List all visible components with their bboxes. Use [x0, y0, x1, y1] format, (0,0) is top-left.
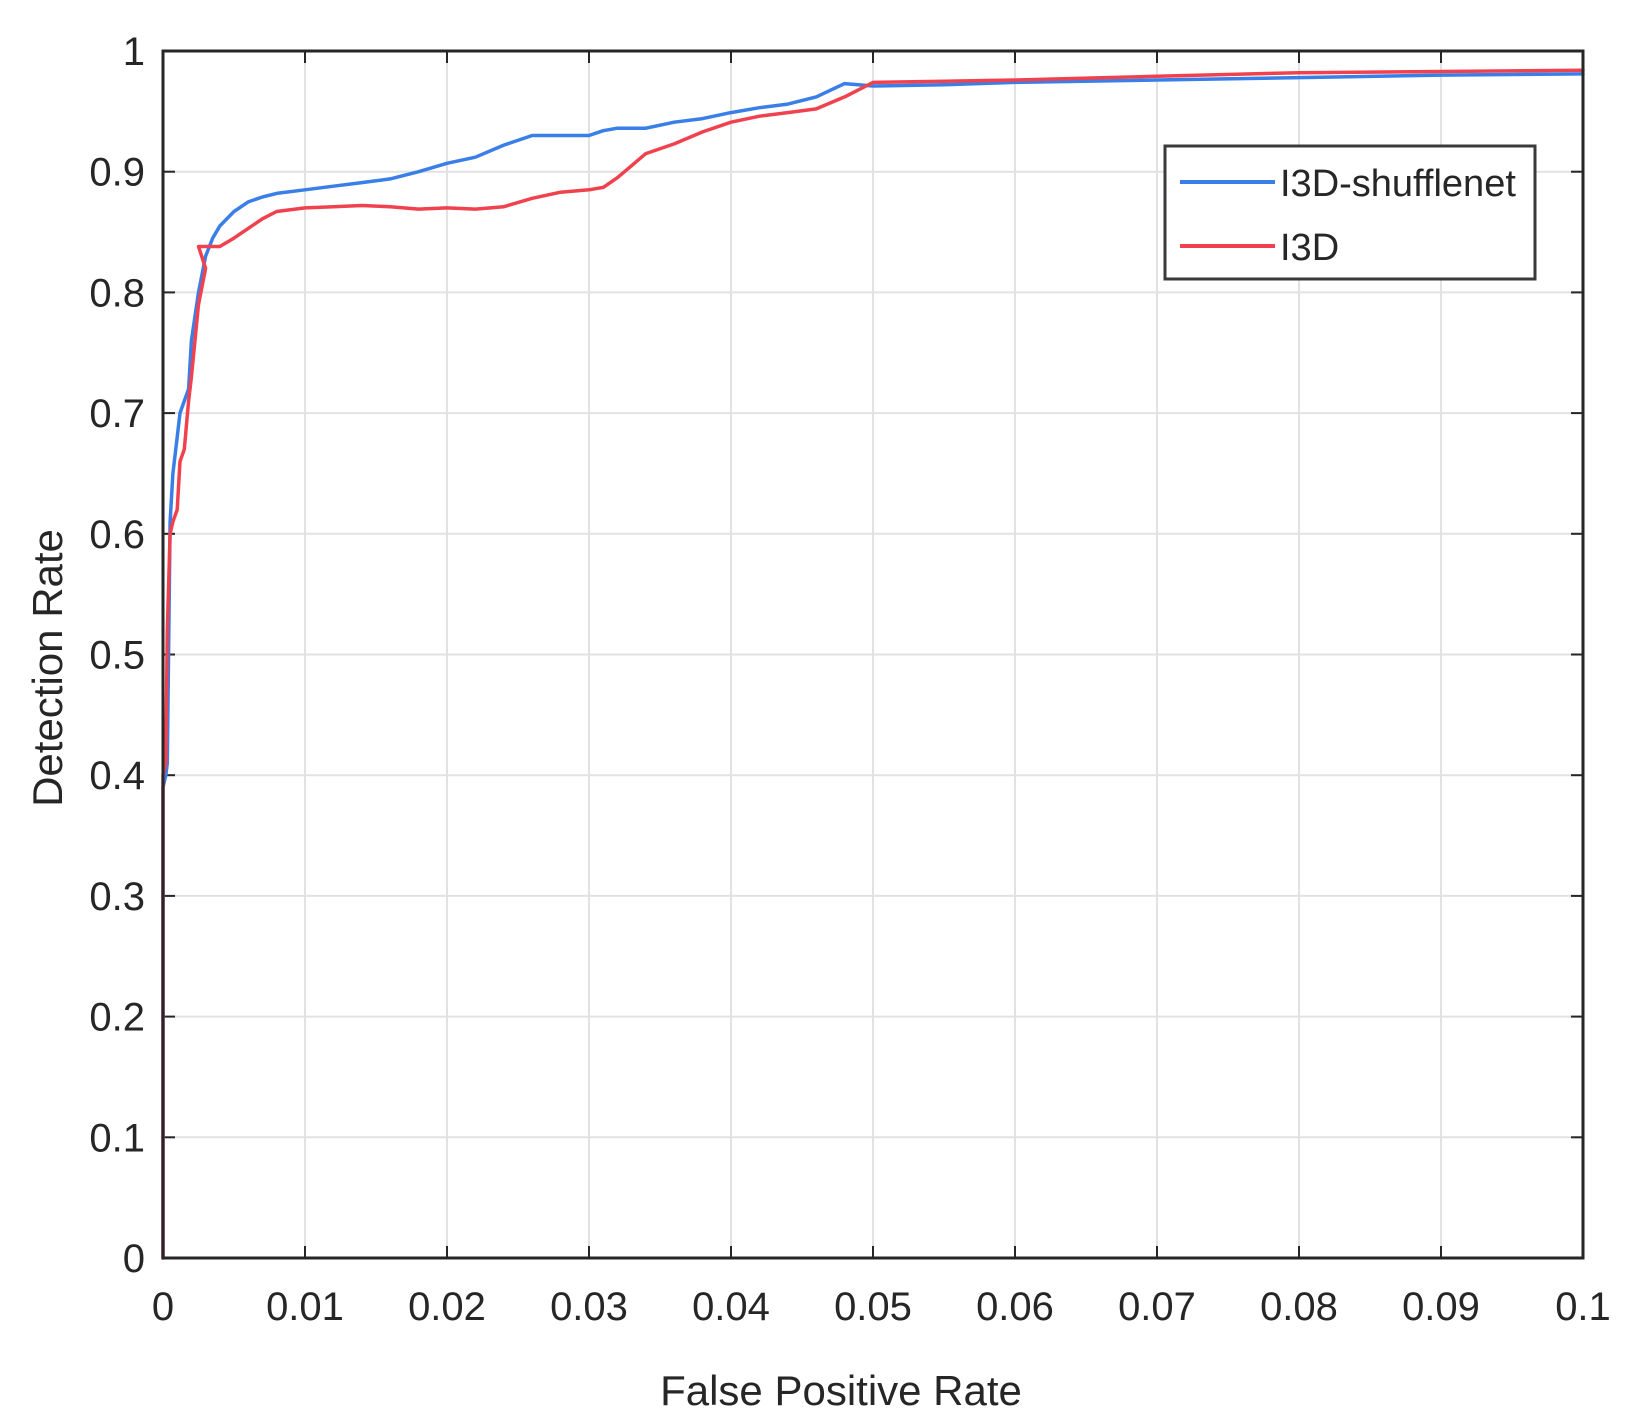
- x-tick-labels: 0 0.01 0.02 0.03 0.04 0.05 0.06 0.07 0.08 0.09 0.1: [152, 1285, 1611, 1329]
- x-tick-label: 0.08: [1260, 1285, 1338, 1329]
- y-tick-label: 0.9: [89, 151, 145, 195]
- y-axis-label: Detection Rate: [24, 529, 71, 807]
- legend-box: [1163, 144, 1537, 281]
- x-axis-label: False Positive Rate: [660, 1367, 1022, 1414]
- x-tick-label: 0.02: [408, 1285, 486, 1329]
- x-tick-label: 0: [152, 1285, 174, 1329]
- y-tick-label: 0.3: [89, 875, 145, 919]
- y-tick-label: 0: [123, 1237, 145, 1281]
- x-tick-label: 0.03: [550, 1285, 628, 1329]
- series-line-i3d-shufflenet: [161, 72, 1585, 1260]
- y-tick-label: 0.4: [89, 754, 145, 798]
- legend-label-i3d-shufflenet: I3D-shufflenet: [1280, 163, 1516, 205]
- y-tick-label: 0.1: [89, 1116, 145, 1160]
- y-tick-labels: 0 0.1 0.2 0.3 0.4 0.5 0.6 0.7 0.8 0.9 1: [89, 30, 145, 1281]
- y-tick-label: 0.7: [89, 392, 145, 436]
- y-tick-label: 0.5: [89, 634, 145, 678]
- y-tick-label: 0.8: [89, 271, 145, 315]
- legend-label-i3d: I3D: [1280, 227, 1339, 269]
- x-tick-label: 0.1: [1555, 1285, 1611, 1329]
- y-tick-label: 1: [123, 30, 145, 74]
- x-tick-label: 0.01: [266, 1285, 344, 1329]
- series-line-i3d: [161, 68, 1585, 1260]
- x-tick-label: 0.09: [1402, 1285, 1480, 1329]
- y-tick-label: 0.2: [89, 996, 145, 1040]
- x-tick-label: 0.07: [1118, 1285, 1196, 1329]
- x-tick-label: 0.04: [692, 1285, 770, 1329]
- legend: I3D-shufflenet I3D: [1163, 144, 1537, 281]
- plot-frame: [161, 49, 1585, 1260]
- x-tick-label: 0.05: [834, 1285, 912, 1329]
- series-layer: [161, 68, 1585, 1260]
- y-tick-label: 0.6: [89, 513, 145, 557]
- x-tick-label: 0.06: [976, 1285, 1054, 1329]
